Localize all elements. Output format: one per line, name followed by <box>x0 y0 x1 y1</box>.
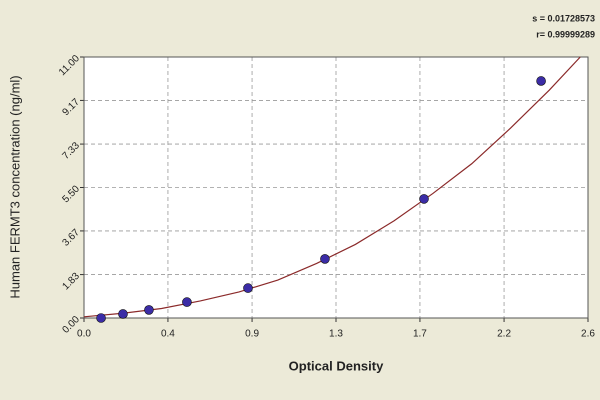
data-point <box>419 194 429 204</box>
fit-curve <box>83 56 581 318</box>
x-tick-label: 1.3 <box>329 329 343 340</box>
data-point <box>536 76 546 86</box>
data-point <box>144 305 154 315</box>
data-point <box>182 297 192 307</box>
data-point <box>243 283 253 293</box>
annotation: r= 0.99999289 <box>536 29 595 39</box>
x-tick-label: 0.4 <box>161 329 175 340</box>
x-axis-label: Optical Density <box>289 358 384 373</box>
x-tick-label: 2.2 <box>497 329 511 340</box>
data-point <box>96 313 106 323</box>
y-axis-label: Human FERMT3 concentration (ng/ml) <box>7 75 22 298</box>
x-tick-label: 0.0 <box>77 329 91 340</box>
x-tick-label: 1.7 <box>413 329 427 340</box>
annotation: s = 0.01728573 <box>532 13 595 23</box>
x-tick-label: 0.9 <box>245 329 259 340</box>
x-tick-label: 2.6 <box>581 329 595 340</box>
data-point <box>118 309 128 319</box>
data-point <box>320 254 330 264</box>
plot-frame <box>83 56 589 319</box>
